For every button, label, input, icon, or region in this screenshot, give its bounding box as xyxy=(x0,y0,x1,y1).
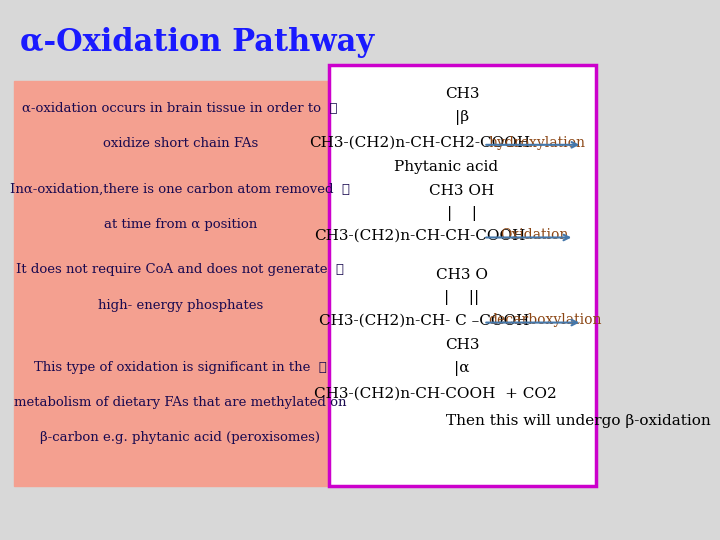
Text: CH3-(CH2)n-CH- C –COOH: CH3-(CH2)n-CH- C –COOH xyxy=(320,313,530,327)
Text: It does not require CoA and does not generate  👉: It does not require CoA and does not gen… xyxy=(17,264,344,276)
FancyBboxPatch shape xyxy=(328,65,595,486)
Text: CH3-(CH2)n-CH-CH2-COOH: CH3-(CH2)n-CH-CH2-COOH xyxy=(309,136,530,150)
FancyBboxPatch shape xyxy=(14,81,346,486)
Text: hydroxylation: hydroxylation xyxy=(488,136,585,150)
Text: at time from α position: at time from α position xyxy=(104,218,257,231)
Text: This type of oxidation is significant in the  👉: This type of oxidation is significant in… xyxy=(34,361,327,374)
Text: CH3-(CH2)n-CH-COOH  + CO2: CH3-(CH2)n-CH-COOH + CO2 xyxy=(314,386,557,400)
Text: |    |: | | xyxy=(447,206,477,220)
Text: |    ||: | || xyxy=(444,290,480,305)
Text: high- energy phosphates: high- energy phosphates xyxy=(98,299,263,312)
Text: oxidize short chain FAs: oxidize short chain FAs xyxy=(103,137,258,150)
Text: decarboxylation: decarboxylation xyxy=(488,313,601,327)
Text: CH3: CH3 xyxy=(445,338,480,352)
Text: CH3-(CH2)n-CH-CH-COOH: CH3-(CH2)n-CH-CH-COOH xyxy=(314,228,525,242)
Text: CH3: CH3 xyxy=(445,87,480,102)
Text: CH3 OH: CH3 OH xyxy=(429,184,495,198)
Text: Inα-oxidation,there is one carbon atom removed  👉: Inα-oxidation,there is one carbon atom r… xyxy=(10,183,350,195)
Text: Oxidation: Oxidation xyxy=(500,228,568,242)
Text: β-carbon e.g. phytanic acid (peroxisomes): β-carbon e.g. phytanic acid (peroxisomes… xyxy=(40,431,320,444)
Text: Phytanic acid: Phytanic acid xyxy=(394,160,498,174)
Text: |β: |β xyxy=(455,110,469,125)
Text: Then this will undergo β-oxidation: Then this will undergo β-oxidation xyxy=(446,414,711,428)
Text: α-Oxidation Pathway: α-Oxidation Pathway xyxy=(20,27,374,58)
Text: α-oxidation occurs in brain tissue in order to  👉: α-oxidation occurs in brain tissue in or… xyxy=(22,102,338,114)
Text: CH3 O: CH3 O xyxy=(436,268,488,282)
Text: |α: |α xyxy=(454,361,469,376)
Text: metabolism of dietary FAs that are methylated on: metabolism of dietary FAs that are methy… xyxy=(14,396,346,409)
